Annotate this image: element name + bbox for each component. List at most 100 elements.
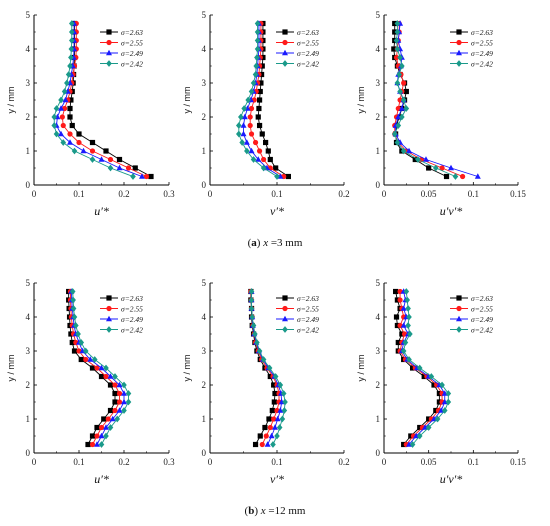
data-point bbox=[112, 373, 118, 380]
legend-marker bbox=[456, 29, 462, 35]
y-tick-label: 4 bbox=[376, 312, 381, 322]
data-point bbox=[254, 339, 260, 346]
data-point bbox=[256, 347, 263, 355]
legend-marker bbox=[456, 49, 462, 56]
x-tick-label: 0.1 bbox=[468, 457, 479, 467]
data-point bbox=[406, 313, 412, 321]
y-tick-label: 5 bbox=[26, 278, 31, 288]
caption-a-label: a bbox=[251, 237, 257, 249]
data-point bbox=[252, 139, 259, 146]
data-point bbox=[254, 20, 261, 27]
data-point bbox=[78, 356, 84, 363]
data-point bbox=[426, 165, 432, 171]
data-point bbox=[254, 54, 260, 61]
legend-label: σ=2.42 bbox=[121, 59, 143, 68]
legend-marker bbox=[456, 315, 462, 322]
y-tick-label: 0 bbox=[202, 180, 207, 190]
data-point bbox=[263, 433, 269, 439]
data-point bbox=[255, 114, 261, 120]
data-point bbox=[236, 130, 242, 138]
data-point bbox=[436, 399, 442, 405]
caption-a-text: =3 mm bbox=[268, 237, 303, 249]
data-point bbox=[250, 322, 257, 329]
data-point bbox=[277, 407, 284, 413]
y-tick-label: 5 bbox=[376, 278, 381, 288]
caption-b-text: =12 mm bbox=[265, 505, 306, 517]
data-point bbox=[67, 114, 73, 120]
y-tick-label: 3 bbox=[26, 78, 31, 88]
legend-marker bbox=[282, 295, 288, 301]
legend-label: σ=2.63 bbox=[121, 28, 143, 37]
data-point bbox=[391, 130, 398, 138]
data-point bbox=[407, 330, 413, 338]
data-point bbox=[69, 20, 75, 27]
data-point bbox=[403, 288, 410, 295]
legend-marker bbox=[282, 305, 288, 312]
y-tick-label: 5 bbox=[26, 10, 31, 20]
y-tick-label: 2 bbox=[26, 380, 31, 390]
data-point bbox=[70, 296, 76, 304]
x-axis-label: u′* bbox=[94, 472, 109, 486]
data-point bbox=[271, 424, 278, 430]
x-tick-label: 0.05 bbox=[421, 457, 437, 467]
y-tick-label: 1 bbox=[376, 414, 381, 424]
data-point bbox=[116, 381, 123, 388]
data-point bbox=[241, 113, 248, 120]
legend-marker bbox=[282, 326, 288, 333]
legend-label: σ=2.49 bbox=[471, 49, 493, 58]
x-tick-label: 0.1 bbox=[271, 457, 282, 467]
data-point bbox=[422, 156, 429, 162]
data-point bbox=[258, 71, 265, 78]
y-tick-label: 2 bbox=[376, 112, 381, 122]
data-point bbox=[70, 305, 77, 312]
data-point bbox=[400, 347, 407, 355]
data-point bbox=[69, 28, 75, 36]
data-point bbox=[397, 88, 403, 95]
data-point bbox=[406, 147, 413, 154]
chart-a-v: 0 1 2 3 4 5 0 0.1 0.2 v′* y / mm σ=2.63σ=2.55 σ=2.49… bbox=[182, 10, 350, 218]
x-tick-label: 0 bbox=[382, 457, 387, 467]
legend-marker bbox=[106, 295, 112, 301]
data-point bbox=[89, 156, 96, 163]
data-point bbox=[269, 407, 275, 414]
y-tick-label: 4 bbox=[376, 44, 381, 54]
data-point bbox=[257, 433, 263, 439]
data-point bbox=[103, 373, 109, 380]
data-point bbox=[261, 156, 267, 163]
x-axis-label: u′v′* bbox=[440, 472, 463, 486]
data-point bbox=[68, 97, 74, 103]
legend-label: σ=2.63 bbox=[471, 28, 493, 37]
data-point bbox=[51, 122, 58, 129]
data-point bbox=[393, 314, 400, 320]
data-point bbox=[396, 71, 402, 78]
data-point bbox=[409, 365, 416, 371]
x-tick-label: 0 bbox=[382, 189, 387, 199]
data-point bbox=[248, 105, 255, 112]
data-point bbox=[474, 173, 481, 179]
data-point bbox=[256, 148, 263, 154]
data-point bbox=[409, 441, 416, 448]
legend-label: σ=2.55 bbox=[121, 304, 143, 313]
data-point bbox=[268, 432, 275, 439]
data-point bbox=[252, 441, 259, 448]
legend-label: σ=2.42 bbox=[297, 325, 319, 334]
data-point bbox=[406, 356, 412, 363]
data-point bbox=[116, 164, 123, 171]
data-point bbox=[75, 330, 81, 338]
data-point bbox=[60, 122, 66, 129]
data-point bbox=[98, 441, 105, 448]
data-point bbox=[405, 322, 411, 329]
data-point bbox=[98, 432, 105, 439]
y-tick-label: 3 bbox=[202, 346, 207, 356]
data-point bbox=[271, 382, 277, 388]
data-point bbox=[239, 139, 245, 146]
data-point bbox=[69, 122, 75, 129]
data-point bbox=[82, 347, 89, 355]
data-point bbox=[258, 80, 264, 86]
data-point bbox=[433, 164, 439, 172]
data-point bbox=[68, 54, 74, 61]
x-tick-label: 0.15 bbox=[510, 189, 526, 199]
data-point bbox=[452, 173, 459, 180]
